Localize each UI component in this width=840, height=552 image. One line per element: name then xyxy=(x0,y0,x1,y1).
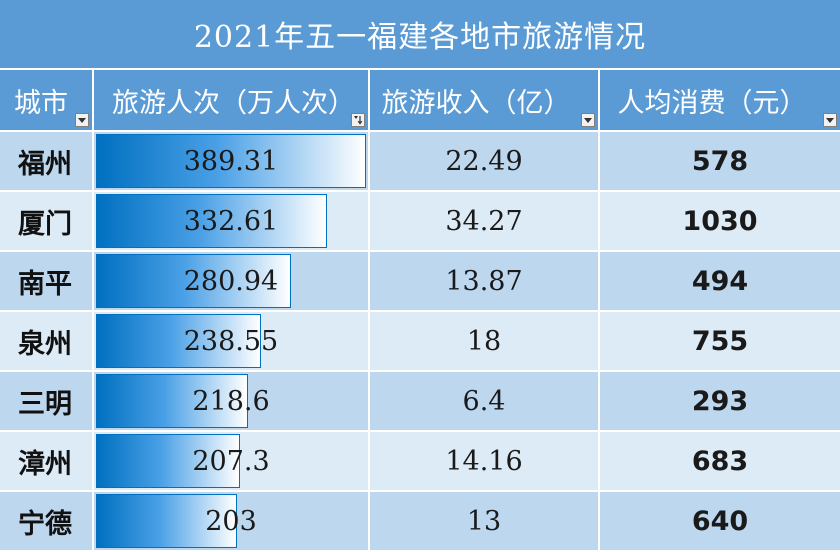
cell-revenue[interactable]: 13.87 xyxy=(370,252,600,312)
header-visitors-label: 旅游人次（万人次） xyxy=(112,87,355,119)
visitors-value: 280.94 xyxy=(183,265,279,297)
cell-visitors[interactable]: 207.3 xyxy=(94,432,370,492)
header-per-capita: 人均消费（元） xyxy=(600,70,840,132)
cell-per-capita[interactable]: 578 xyxy=(600,132,840,192)
cell-per-capita[interactable]: 494 xyxy=(600,252,840,312)
cell-revenue[interactable]: 13 xyxy=(370,492,600,552)
sort-descending-icon xyxy=(354,116,363,125)
visitors-value: 207.3 xyxy=(192,445,270,477)
visitors-value: 332.61 xyxy=(183,205,279,237)
cell-per-capita[interactable]: 293 xyxy=(600,372,840,432)
cell-city[interactable]: 泉州 xyxy=(0,312,94,372)
data-bar xyxy=(96,374,248,428)
header-revenue: 旅游收入（亿） xyxy=(370,70,600,132)
cell-city[interactable]: 厦门 xyxy=(0,192,94,252)
filter-dropdown-visitors[interactable] xyxy=(351,113,365,127)
visitors-value: 203 xyxy=(205,505,257,537)
data-bar xyxy=(96,434,240,488)
header-per-capita-label: 人均消费（元） xyxy=(617,87,807,119)
cell-city[interactable]: 漳州 xyxy=(0,432,94,492)
filter-dropdown-revenue[interactable] xyxy=(581,113,595,127)
data-bar xyxy=(96,194,327,248)
cell-revenue[interactable]: 6.4 xyxy=(370,372,600,432)
data-bar xyxy=(96,314,261,368)
cell-city[interactable]: 南平 xyxy=(0,252,94,312)
cell-revenue[interactable]: 18 xyxy=(370,312,600,372)
cell-revenue[interactable]: 14.16 xyxy=(370,432,600,492)
cell-per-capita[interactable]: 640 xyxy=(600,492,840,552)
visitors-value: 238.55 xyxy=(183,325,279,357)
cell-city[interactable]: 三明 xyxy=(0,372,94,432)
cell-city[interactable]: 宁德 xyxy=(0,492,94,552)
cell-visitors[interactable]: 203 xyxy=(94,492,370,552)
cell-visitors[interactable]: 332.61 xyxy=(94,192,370,252)
cell-revenue[interactable]: 34.27 xyxy=(370,192,600,252)
header-revenue-label: 旅游收入（亿） xyxy=(381,87,571,119)
visitors-value: 218.6 xyxy=(192,385,270,417)
filter-dropdown-per-capita[interactable] xyxy=(823,113,837,127)
dropdown-arrow-icon xyxy=(78,117,86,123)
cell-revenue[interactable]: 22.49 xyxy=(370,132,600,192)
cell-visitors[interactable]: 280.94 xyxy=(94,252,370,312)
cell-per-capita[interactable]: 1030 xyxy=(600,192,840,252)
filter-dropdown-city[interactable] xyxy=(75,113,89,127)
data-bar xyxy=(96,254,291,308)
cell-per-capita[interactable]: 683 xyxy=(600,432,840,492)
header-city: 城市 xyxy=(0,70,94,132)
data-bar xyxy=(96,134,366,188)
cell-visitors[interactable]: 238.55 xyxy=(94,312,370,372)
cell-visitors[interactable]: 218.6 xyxy=(94,372,370,432)
cell-per-capita[interactable]: 755 xyxy=(600,312,840,372)
cell-city[interactable]: 福州 xyxy=(0,132,94,192)
header-city-label: 城市 xyxy=(14,87,68,119)
cell-visitors[interactable]: 389.31 xyxy=(94,132,370,192)
dropdown-arrow-icon xyxy=(584,117,592,123)
visitors-value: 389.31 xyxy=(183,145,279,177)
data-bar xyxy=(96,494,237,548)
header-visitors: 旅游人次（万人次） xyxy=(94,70,370,132)
dropdown-arrow-icon xyxy=(826,117,834,123)
table-title: 2021年五一福建各地市旅游情况 xyxy=(0,0,840,70)
